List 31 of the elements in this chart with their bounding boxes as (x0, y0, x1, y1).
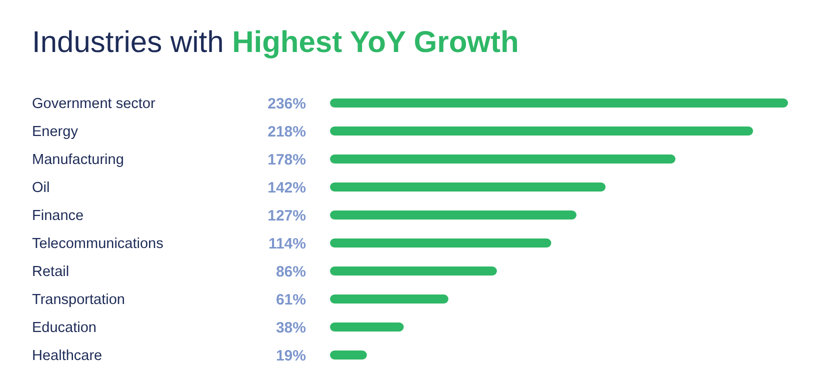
y-tick-label: Manufacturing (32, 152, 124, 168)
bar (330, 238, 552, 248)
bar (330, 98, 788, 108)
y-tick-label: Healthcare (32, 348, 102, 364)
data-label: 19% (276, 347, 306, 364)
y-tick-label: Government sector (32, 96, 156, 112)
y-tick-label: Retail (32, 264, 70, 280)
data-label: 178% (268, 151, 306, 168)
data-label: 114% (268, 235, 306, 252)
y-tick-label: Oil (32, 180, 50, 196)
y-tick-label: Finance (32, 208, 84, 224)
bar (330, 126, 754, 136)
data-label: 61% (276, 291, 306, 308)
bar (330, 210, 576, 220)
data-label: 38% (276, 319, 306, 336)
data-label: 127% (268, 207, 306, 224)
data-label: 236% (268, 95, 306, 112)
bar (330, 322, 404, 332)
bar (330, 154, 676, 164)
y-tick-label: Transportation (32, 292, 125, 308)
data-label: 86% (276, 263, 306, 280)
bar (330, 266, 497, 276)
data-label: 142% (268, 179, 306, 196)
y-tick-label: Telecommunications (32, 236, 164, 252)
chart-title: Industries with Highest YoY Growth (32, 26, 519, 59)
data-label: 218% (268, 123, 306, 140)
bar (330, 294, 448, 304)
y-tick-label: Energy (32, 124, 79, 140)
bar (330, 350, 367, 360)
y-tick-label: Education (32, 320, 96, 336)
bar (330, 182, 606, 192)
